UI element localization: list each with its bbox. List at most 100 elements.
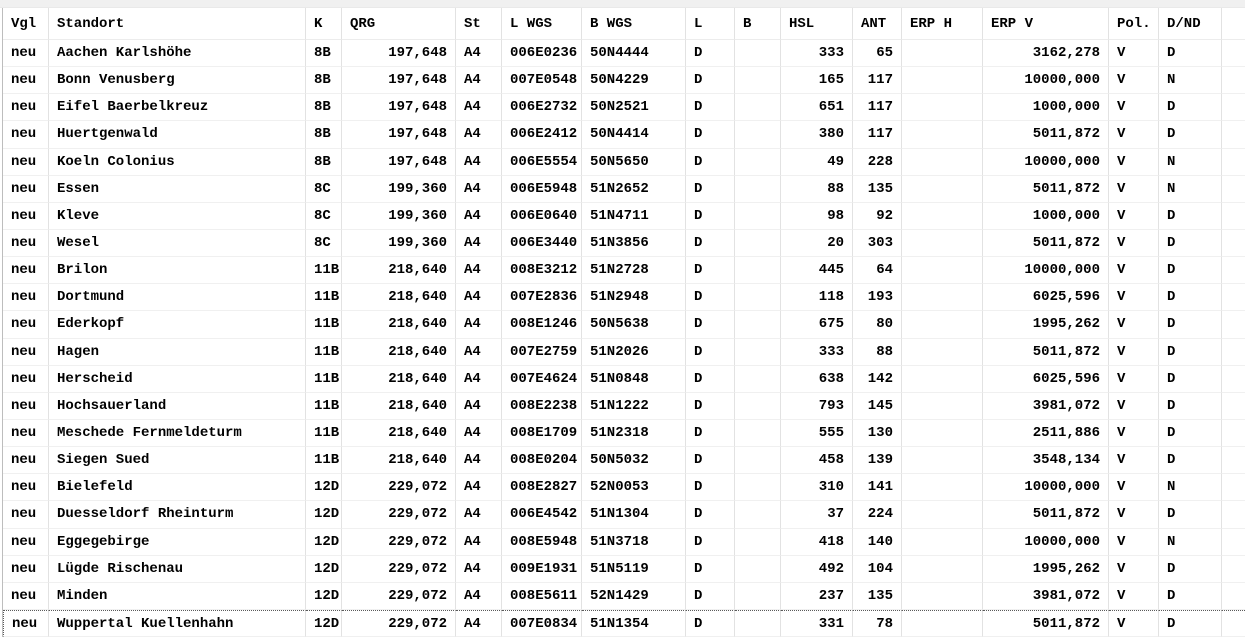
cell-b — [735, 121, 781, 149]
table-row[interactable]: neu Eggegebirge 12D 229,072 A4 008E5948 51N371… — [3, 528, 1245, 556]
cell-qrg: 199,360 — [342, 175, 456, 203]
table-row[interactable]: neu Siegen Sued 11B 218,640 A4 008E0204 50N503… — [3, 447, 1245, 475]
cell-dnd: D — [1159, 392, 1222, 420]
cell-st: A4 — [456, 474, 502, 502]
cell-qrg: 197,648 — [342, 40, 456, 68]
column-header-k[interactable]: K — [306, 8, 342, 40]
cell-qrg: 197,648 — [342, 94, 456, 122]
table-row[interactable]: neu Essen 8C 199,360 A4 006E5948 51N2652 D 88 135… — [3, 175, 1245, 203]
cell-hsl: 458 — [781, 447, 853, 475]
cell-filler — [1222, 529, 1245, 556]
cell-k: 11B — [306, 257, 342, 285]
cell-hsl: 237 — [781, 582, 853, 610]
cell-erpv: 10000,000 — [983, 257, 1109, 285]
cell-hsl: 49 — [781, 148, 853, 176]
column-header-st[interactable]: St — [456, 8, 502, 40]
cell-qrg: 218,640 — [342, 447, 456, 475]
column-header-l[interactable]: L — [686, 8, 735, 40]
table-row[interactable]: neu Bonn Venusberg 8B 197,648 A4 007E0548 50N4… — [3, 67, 1245, 95]
column-header-hsl[interactable]: HSL — [781, 8, 853, 40]
column-header-qrg[interactable]: QRG — [342, 8, 456, 40]
cell-standort: Meschede Fernmeldeturm — [49, 419, 306, 448]
cell-bwgs: 51N5119 — [582, 555, 686, 583]
cell-erph — [902, 419, 983, 448]
cell-hsl: 20 — [781, 229, 853, 258]
cell-filler — [1222, 474, 1245, 502]
cell-pol: V — [1109, 338, 1159, 366]
cell-ant: 141 — [853, 474, 902, 502]
cell-bwgs: 52N1429 — [582, 582, 686, 610]
table-row[interactable]: neu Koeln Colonius 8B 197,648 A4 006E5554 50N5… — [3, 148, 1245, 176]
cell-erpv: 1000,000 — [983, 202, 1109, 230]
table-row[interactable]: neu Bielefeld 12D 229,072 A4 008E2827 52N0053 D… — [3, 474, 1245, 502]
cell-erpv: 3548,134 — [983, 447, 1109, 475]
cell-erph — [902, 501, 983, 529]
column-header-lwgs[interactable]: L WGS — [502, 8, 582, 40]
cell-bwgs: 51N4711 — [582, 202, 686, 230]
cell-vgl: neu — [3, 447, 49, 475]
column-header-bwgs[interactable]: B WGS — [582, 8, 686, 40]
cell-erpv: 5011,872 — [983, 501, 1109, 529]
cell-hsl: 310 — [781, 474, 853, 502]
cell-ant: 228 — [853, 148, 902, 176]
table-row[interactable]: neu Herscheid 11B 218,640 A4 007E4624 51N0848 D… — [3, 365, 1245, 393]
table-row[interactable]: neu Hochsauerland 11B 218,640 A4 008E2238 51N1… — [3, 392, 1245, 420]
cell-erpv: 6025,596 — [983, 365, 1109, 393]
column-header-erph[interactable]: ERP H — [902, 8, 983, 40]
cell-lwgs: 006E3440 — [502, 229, 582, 258]
cell-bwgs: 51N1222 — [582, 392, 686, 420]
table-row[interactable]: neu Wesel 8C 199,360 A4 006E3440 51N3856 D 20 303… — [3, 229, 1245, 258]
cell-st: A4 — [456, 229, 502, 258]
cell-st: A4 — [456, 202, 502, 230]
table-row[interactable]: neu Wuppertal Kuellenhahn 12D 229,072 A4 007E… — [3, 609, 1245, 638]
table-row[interactable]: neu Brilon 11B 218,640 A4 008E3212 51N2728 D 445… — [3, 257, 1245, 285]
cell-hsl: 88 — [781, 175, 853, 203]
cell-l: D — [686, 528, 735, 556]
cell-st: A4 — [456, 121, 502, 149]
cell-st: A4 — [456, 419, 502, 448]
cell-filler — [1222, 121, 1245, 149]
cell-hsl: 638 — [781, 365, 853, 393]
cell-filler — [1222, 366, 1245, 393]
cell-l: D — [686, 229, 735, 258]
cell-vgl: neu — [3, 609, 49, 638]
cell-st: A4 — [456, 609, 502, 638]
cell-filler — [1222, 67, 1245, 95]
cell-lwgs: 008E2238 — [502, 392, 582, 420]
cell-b — [735, 609, 781, 638]
column-header-dnd[interactable]: D/ND — [1159, 8, 1222, 40]
cell-l: D — [686, 257, 735, 285]
column-header-b[interactable]: B — [735, 8, 781, 40]
cell-filler — [1222, 393, 1245, 420]
cell-erpv: 5011,872 — [983, 175, 1109, 203]
table-row[interactable]: neu Aachen Karlshöhe 8B 197,648 A4 006E0236 50… — [3, 40, 1245, 68]
table-row[interactable]: neu Huertgenwald 8B 197,648 A4 006E2412 50N441… — [3, 121, 1245, 149]
cell-pol: V — [1109, 257, 1159, 285]
table-row[interactable]: neu Duesseldorf Rheinturm 12D 229,072 A4 006E… — [3, 501, 1245, 529]
cell-erpv: 3981,072 — [983, 392, 1109, 420]
column-header-erpv[interactable]: ERP V — [983, 8, 1109, 40]
table-row[interactable]: neu Minden 12D 229,072 A4 008E5611 52N1429 D 237… — [3, 582, 1245, 610]
table-row[interactable]: neu Ederkopf 11B 218,640 A4 008E1246 50N5638 D 6… — [3, 311, 1245, 339]
column-header-standort[interactable]: Standort — [49, 8, 306, 40]
cell-bwgs: 52N0053 — [582, 474, 686, 502]
cell-hsl: 380 — [781, 121, 853, 149]
table-row[interactable]: neu Eifel Baerbelkreuz 8B 197,648 A4 006E2732… — [3, 94, 1245, 122]
cell-bwgs: 51N2652 — [582, 175, 686, 203]
table-row[interactable]: neu Hagen 11B 218,640 A4 007E2759 51N2026 D 333 8… — [3, 338, 1245, 366]
cell-erpv: 6025,596 — [983, 284, 1109, 312]
cell-k: 8B — [306, 148, 342, 176]
cell-pol: V — [1109, 419, 1159, 448]
column-header-vgl[interactable]: Vgl — [3, 8, 49, 40]
column-header-pol[interactable]: Pol. — [1109, 8, 1159, 40]
table-row[interactable]: neu Lügde Rischenau 12D 229,072 A4 009E1931 51… — [3, 555, 1245, 583]
cell-filler — [1222, 311, 1245, 339]
cell-pol: V — [1109, 121, 1159, 149]
table-row[interactable]: neu Meschede Fernmeldeturm 11B 218,640 A4 008… — [3, 419, 1245, 448]
cell-erph — [902, 528, 983, 556]
cell-dnd: D — [1159, 447, 1222, 475]
column-header-ant[interactable]: ANT — [853, 8, 902, 40]
table-row[interactable]: neu Kleve 8C 199,360 A4 006E0640 51N4711 D 98 92 1… — [3, 202, 1245, 230]
cell-l: D — [686, 555, 735, 583]
table-row[interactable]: neu Dortmund 11B 218,640 A4 007E2836 51N2948 D 1… — [3, 284, 1245, 312]
